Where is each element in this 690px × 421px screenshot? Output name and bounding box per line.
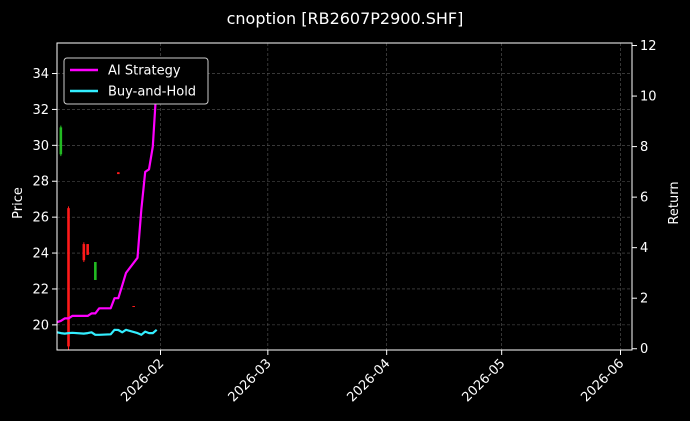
y-axis-label-left: Price [11,187,26,219]
candle-body [132,306,135,308]
candle-body [86,244,89,255]
x-tick-label: 2026-03 [226,356,275,405]
y-tick-label-right: 0 [640,342,648,357]
legend-label: Buy-and-Hold [108,85,196,100]
y-axis-right: 0 2 4 6 8 10 12 [632,39,657,357]
y-tick-label: 20 [32,318,49,333]
x-tick-label: 2026-02 [118,356,167,405]
y-tick-label: 28 [32,175,49,190]
candles [59,125,135,350]
y-tick-label: 24 [32,247,49,262]
y-tick-label-right: 8 [640,140,648,155]
x-axis: 2026-02 2026-03 2026-04 2026-05 2026-06 [118,350,627,405]
candle-body [82,244,86,261]
y-tick-label: 26 [32,211,49,226]
series-line [56,83,158,324]
y-tick-label: 32 [32,103,49,118]
y-tick-label: 34 [32,67,49,82]
y-tick-label: 22 [32,282,49,297]
candle-body [59,127,63,155]
y-tick-label-right: 10 [640,90,657,105]
candle-body [67,208,70,347]
series-line [56,328,158,336]
y-tick-label: 30 [32,139,49,154]
y-axis-left: 20 22 24 26 28 30 32 34 [32,67,57,333]
grid [57,43,632,350]
x-tick-label: 2026-05 [459,356,508,405]
x-tick-label: 2026-04 [344,356,393,405]
chart-title: cnoption [RB2607P2900.SHF] [227,9,464,28]
y-axis-label-right: Return [667,181,682,224]
candle-body [94,262,97,280]
legend: AI Strategy Buy-and-Hold [63,57,209,105]
candle-body [117,172,120,175]
legend-box [63,57,209,105]
x-tick-label: 2026-06 [578,356,627,405]
y-tick-label-right: 12 [640,39,657,54]
legend-label: AI Strategy [108,64,181,79]
y-tick-label-right: 6 [640,191,648,206]
plot-frame [56,42,633,351]
y-tick-label-right: 4 [640,241,648,256]
y-tick-label-right: 2 [640,292,648,307]
series-lines [56,83,158,336]
